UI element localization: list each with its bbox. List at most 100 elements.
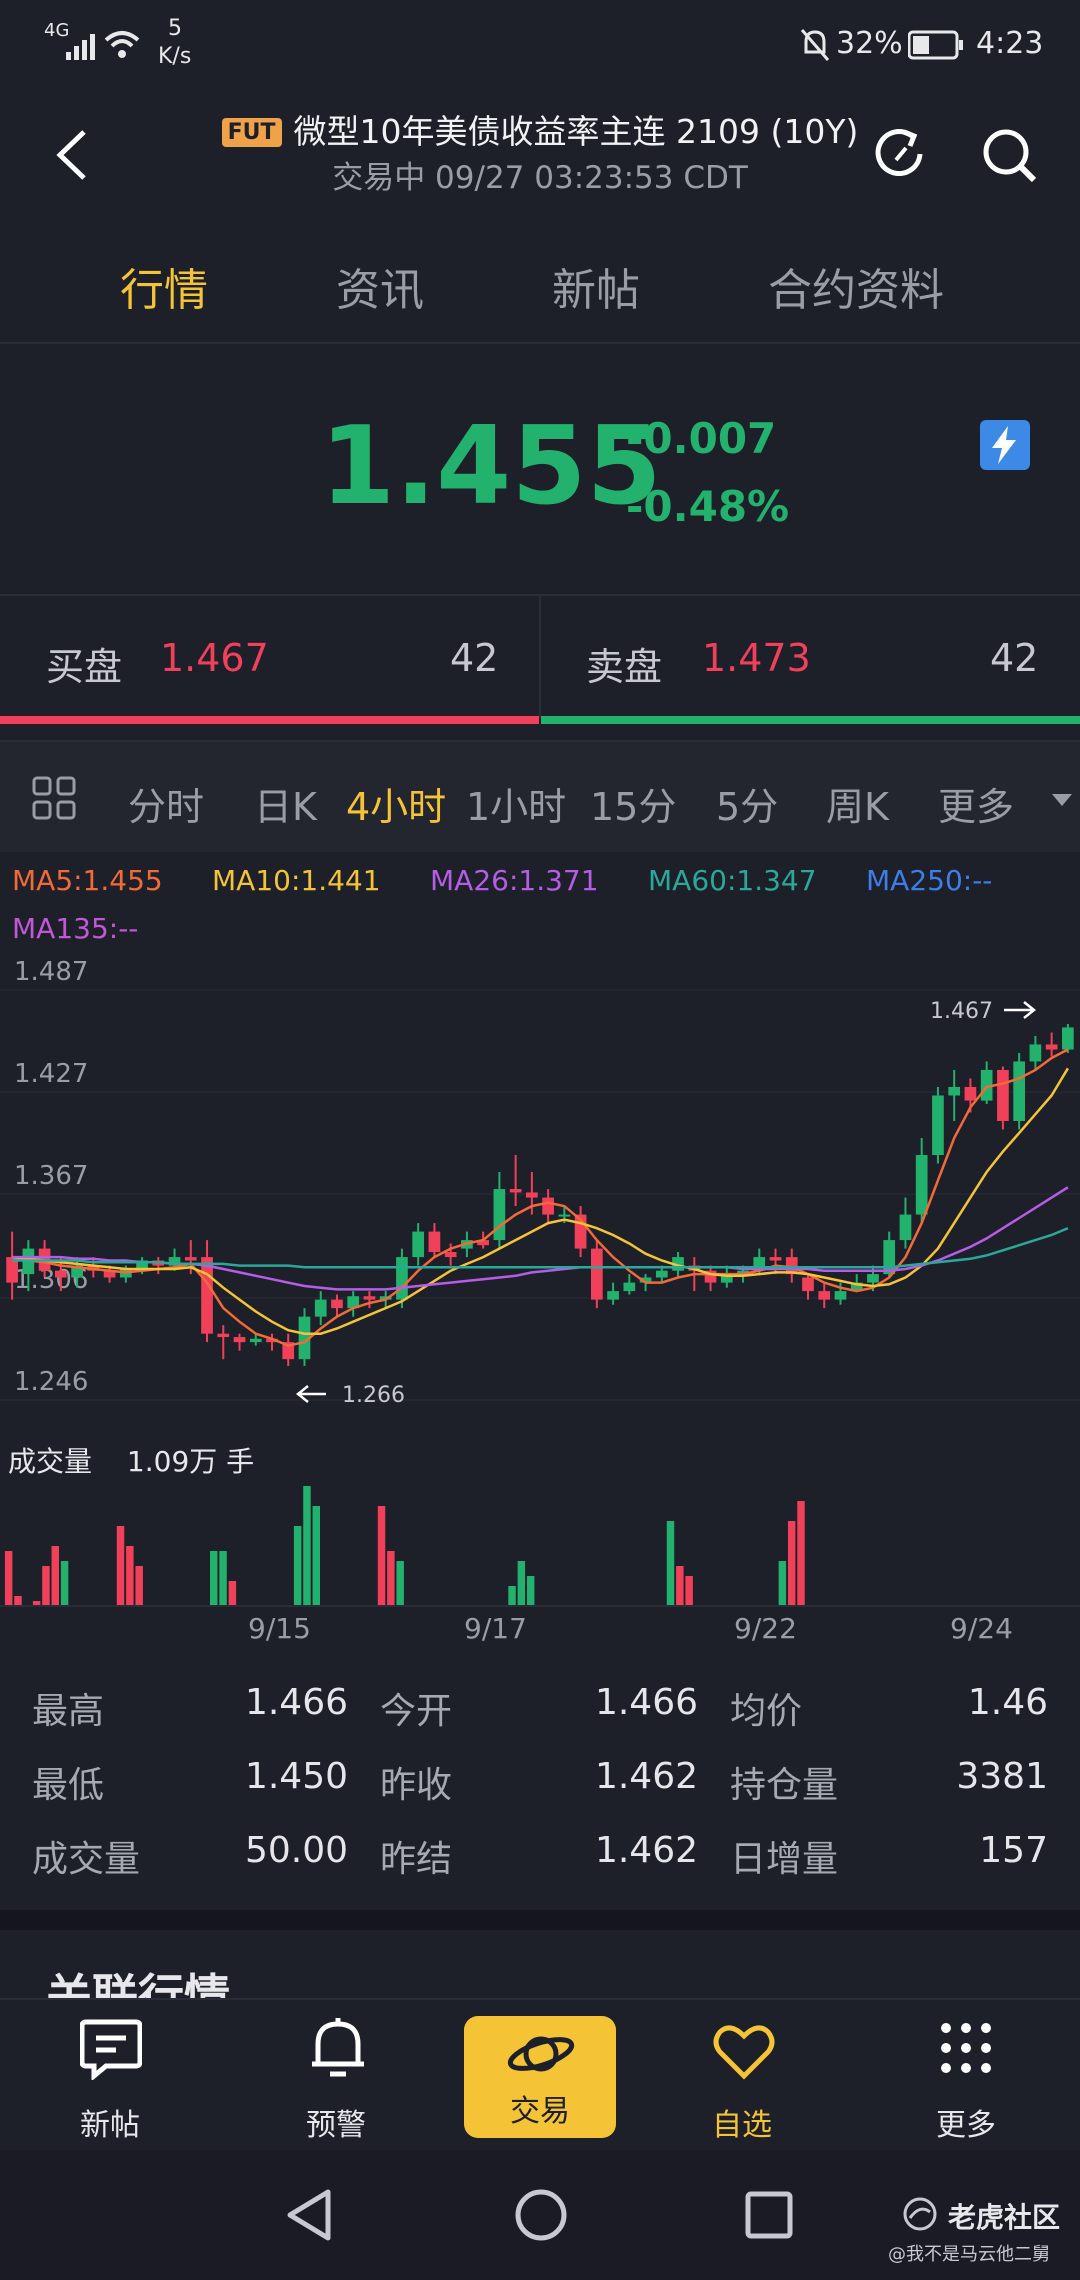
stat-label: 日增量 bbox=[730, 1839, 839, 1880]
net-speed-value: 5 bbox=[168, 16, 182, 41]
chevron-down-icon[interactable] bbox=[1052, 794, 1072, 808]
period-intraday[interactable]: 分时 bbox=[128, 785, 205, 829]
candle bbox=[915, 1155, 928, 1215]
stat-label: 今开 bbox=[380, 1691, 453, 1732]
refresh-icon[interactable] bbox=[872, 126, 928, 182]
candle bbox=[103, 1270, 116, 1278]
system-home-icon[interactable] bbox=[514, 2188, 568, 2242]
period-4h[interactable]: 4小时 bbox=[346, 785, 447, 829]
volume-bar bbox=[396, 1561, 404, 1606]
candle bbox=[136, 1260, 148, 1270]
bell-icon bbox=[312, 2018, 364, 2077]
tab-posts[interactable]: 新帖 bbox=[552, 265, 640, 316]
candle bbox=[331, 1299, 343, 1309]
candle bbox=[639, 1277, 652, 1283]
ma60-line bbox=[12, 1227, 1069, 1269]
stat-value: 1.462 bbox=[594, 1756, 698, 1797]
candle bbox=[883, 1240, 896, 1275]
tab-contract-info[interactable]: 合约资料 bbox=[768, 265, 944, 316]
stat-label: 最高 bbox=[32, 1691, 105, 1732]
candle bbox=[558, 1214, 571, 1217]
volume-bar bbox=[14, 1596, 22, 1606]
system-nav-bar: 老虎社区 @我不是马云他二舅 bbox=[0, 2150, 1080, 2280]
network-type: 4G bbox=[44, 20, 70, 41]
volume-bar bbox=[517, 1561, 526, 1606]
back-arrow-icon[interactable] bbox=[52, 128, 92, 182]
candle bbox=[753, 1257, 766, 1271]
stats-grid: 最高 1.466 今开 1.466 均价 1.46 最低 1.450 昨收 1.… bbox=[0, 1660, 1080, 1900]
volume-bar bbox=[32, 1601, 41, 1606]
search-icon[interactable] bbox=[980, 126, 1040, 186]
candle bbox=[737, 1270, 749, 1275]
period-5m[interactable]: 5分 bbox=[716, 785, 779, 829]
watermark-brand: 老虎社区 bbox=[948, 2201, 1061, 2234]
candle bbox=[526, 1192, 538, 1198]
volume-bar bbox=[508, 1586, 516, 1606]
stat-label: 持仓量 bbox=[730, 1765, 839, 1806]
price-change-percent: -0.48% bbox=[626, 482, 790, 531]
period-day[interactable]: 日K bbox=[254, 785, 317, 829]
stat-value: 1.466 bbox=[244, 1682, 348, 1723]
candle bbox=[867, 1274, 879, 1283]
lightning-icon[interactable] bbox=[980, 420, 1030, 470]
mute-bell-icon bbox=[800, 29, 830, 61]
candle bbox=[428, 1231, 441, 1252]
volume-header: 成交量 1.09万 手 bbox=[8, 1440, 254, 1480]
volume-bar bbox=[210, 1551, 218, 1606]
candle bbox=[201, 1257, 213, 1334]
candle bbox=[704, 1270, 717, 1283]
system-recents-icon[interactable] bbox=[744, 2190, 794, 2240]
nav-label: 交易 bbox=[510, 2094, 570, 2129]
nav-trade[interactable]: 交易 bbox=[464, 2016, 616, 2138]
candle bbox=[282, 1342, 295, 1360]
y-tick-label: 1.427 bbox=[14, 1059, 88, 1089]
section-tabs: 行情 资讯 新帖 合约资料 bbox=[0, 240, 1080, 340]
candle bbox=[591, 1248, 603, 1300]
volume-bar bbox=[312, 1506, 321, 1606]
stat-label: 昨结 bbox=[380, 1839, 453, 1880]
wifi-icon bbox=[104, 31, 140, 58]
nav-posts[interactable]: 新帖 bbox=[30, 2000, 190, 2152]
nav-more[interactable]: 更多 bbox=[886, 2000, 1046, 2152]
stat-label: 昨收 bbox=[380, 1765, 453, 1806]
ma26-label: MA26:1.371 bbox=[430, 864, 599, 897]
volume-bar bbox=[787, 1521, 796, 1606]
stat-label: 成交量 bbox=[32, 1839, 141, 1880]
volume-bar bbox=[116, 1526, 125, 1606]
x-tick-label: 9/22 bbox=[734, 1612, 797, 1645]
volume-bar bbox=[4, 1551, 13, 1606]
nav-alert[interactable]: 预警 bbox=[256, 2000, 416, 2152]
period-more[interactable]: 更多 bbox=[938, 785, 1015, 829]
volume-bar bbox=[676, 1566, 684, 1606]
period-1h[interactable]: 1小时 bbox=[466, 785, 567, 829]
candle bbox=[71, 1265, 83, 1278]
message-icon bbox=[80, 2019, 142, 2080]
nav-watchlist[interactable]: 自选 bbox=[662, 2000, 822, 2152]
volume-bar bbox=[377, 1506, 386, 1606]
period-week[interactable]: 周K bbox=[826, 785, 889, 829]
candle bbox=[574, 1214, 587, 1249]
left-arrow-icon bbox=[295, 1384, 326, 1403]
bid-strength-bar bbox=[0, 716, 539, 724]
volume-chart bbox=[0, 1486, 1080, 1607]
volume-bar bbox=[60, 1561, 69, 1606]
candle bbox=[948, 1086, 961, 1096]
tab-market[interactable]: 行情 bbox=[120, 265, 208, 316]
stat-value: 1.466 bbox=[594, 1682, 698, 1723]
candle bbox=[444, 1251, 457, 1258]
candle bbox=[802, 1277, 814, 1292]
candle bbox=[720, 1274, 733, 1283]
system-back-icon[interactable] bbox=[284, 2188, 334, 2242]
ask-qty: 42 bbox=[990, 636, 1039, 680]
candle bbox=[834, 1291, 847, 1300]
tab-news[interactable]: 资讯 bbox=[336, 265, 424, 316]
status-bar: 4G 5 K/s 32% 4:23 bbox=[0, 0, 1080, 90]
grid-icon bbox=[941, 2023, 991, 2073]
stat-label: 均价 bbox=[730, 1691, 803, 1732]
grid-layout-icon[interactable] bbox=[32, 776, 78, 822]
candle bbox=[55, 1270, 67, 1278]
period-15m[interactable]: 15分 bbox=[590, 785, 677, 829]
ma5-label: MA5:1.455 bbox=[12, 864, 163, 897]
volume-value: 1.09万 手 bbox=[126, 1445, 255, 1478]
